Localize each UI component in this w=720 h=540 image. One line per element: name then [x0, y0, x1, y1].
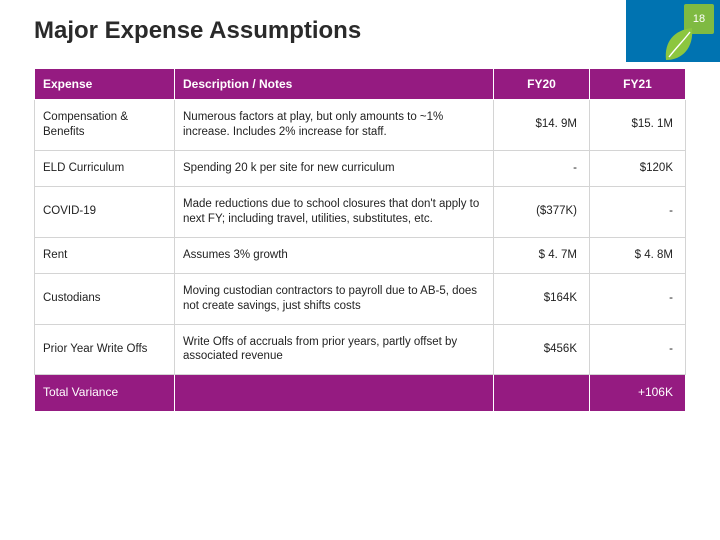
table-total-row: Total Variance +106K — [35, 375, 686, 412]
cell-fy21: - — [590, 324, 686, 375]
cell-total-fy20 — [494, 375, 590, 412]
cell-fy21: $120K — [590, 150, 686, 186]
col-header-description: Description / Notes — [175, 69, 494, 100]
cell-expense: Custodians — [35, 273, 175, 324]
cell-desc: Moving custodian contractors to payroll … — [175, 273, 494, 324]
table-container: Expense Description / Notes FY20 FY21 Co… — [0, 62, 720, 412]
cell-fy21: $15. 1M — [590, 100, 686, 151]
cell-expense: COVID-19 — [35, 186, 175, 237]
slide-header: Major Expense Assumptions 18 — [0, 0, 720, 62]
cell-fy21: $ 4. 8M — [590, 237, 686, 273]
table-row: Compensation & Benefits Numerous factors… — [35, 100, 686, 151]
cell-fy20: $164K — [494, 273, 590, 324]
table-row: ELD Curriculum Spending 20 k per site fo… — [35, 150, 686, 186]
cell-total-desc — [175, 375, 494, 412]
cell-fy20: - — [494, 150, 590, 186]
table-row: COVID-19 Made reductions due to school c… — [35, 186, 686, 237]
expense-table: Expense Description / Notes FY20 FY21 Co… — [34, 68, 686, 412]
col-header-fy20: FY20 — [494, 69, 590, 100]
cell-expense: Rent — [35, 237, 175, 273]
table-row: Rent Assumes 3% growth $ 4. 7M $ 4. 8M — [35, 237, 686, 273]
cell-desc: Assumes 3% growth — [175, 237, 494, 273]
cell-desc: Numerous factors at play, but only amoun… — [175, 100, 494, 151]
cell-expense: Compensation & Benefits — [35, 100, 175, 151]
col-header-expense: Expense — [35, 69, 175, 100]
cell-fy20: $14. 9M — [494, 100, 590, 151]
title-bar: Major Expense Assumptions — [0, 0, 720, 62]
cell-fy20: $456K — [494, 324, 590, 375]
cell-expense: Prior Year Write Offs — [35, 324, 175, 375]
cell-fy20: ($377K) — [494, 186, 590, 237]
cell-fy20: $ 4. 7M — [494, 237, 590, 273]
cell-fy21: - — [590, 186, 686, 237]
cell-desc: Write Offs of accruals from prior years,… — [175, 324, 494, 375]
table-header-row: Expense Description / Notes FY20 FY21 — [35, 69, 686, 100]
cell-total-label: Total Variance — [35, 375, 175, 412]
col-header-fy21: FY21 — [590, 69, 686, 100]
cell-fy21: - — [590, 273, 686, 324]
table-row: Custodians Moving custodian contractors … — [35, 273, 686, 324]
leaf-icon — [656, 24, 700, 68]
cell-desc: Made reductions due to school closures t… — [175, 186, 494, 237]
cell-desc: Spending 20 k per site for new curriculu… — [175, 150, 494, 186]
table-row: Prior Year Write Offs Write Offs of accr… — [35, 324, 686, 375]
page-title: Major Expense Assumptions — [34, 17, 361, 45]
cell-expense: ELD Curriculum — [35, 150, 175, 186]
cell-total-fy21: +106K — [590, 375, 686, 412]
